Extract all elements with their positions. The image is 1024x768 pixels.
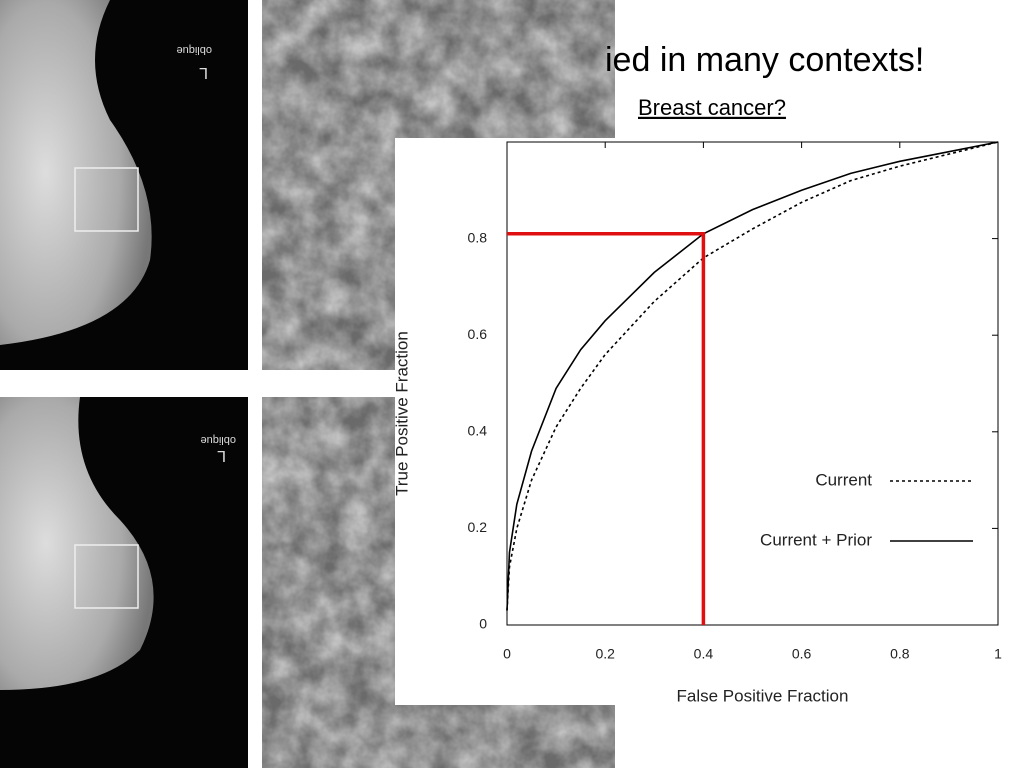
image-text: L [199,64,208,81]
x-tick-label: 0 [503,646,511,662]
y-tick-label: 0.4 [468,423,488,439]
y-tick-label: 0.6 [468,326,488,342]
y-tick-label: 0.8 [468,229,488,245]
x-tick-label: 0.8 [890,646,910,662]
y-tick-label: 0.2 [468,519,488,535]
x-tick-label: 0.6 [792,646,812,662]
legend-label: Current + Prior [760,530,872,549]
chart: 0 0.2 0.4 0.6 0.8 1 0 0.2 0.4 0.6 0.8 False Positiv… [392,141,1002,705]
slide-subtitle: Breast cancer? [638,95,786,120]
image-text: oblique [201,434,236,446]
series-line [506,141,999,611]
x-tick-label: 0.2 [595,646,615,662]
mammogram-top [0,0,248,370]
x-tick-label: 1 [994,646,1002,662]
mammogram-bottom [0,397,248,768]
y-tick-label: 0 [479,616,487,632]
x-axis-label: False Positive Fraction [677,686,849,705]
highlight-line [507,232,706,625]
image-text: oblique [177,44,212,56]
x-tick-label: 0.4 [694,646,714,662]
y-axis-label: True Positive Fraction [392,331,411,496]
series-line [506,141,999,611]
slide-title: ied in many contexts! [605,41,924,79]
image-text: L [217,447,226,464]
legend-label: Current [815,470,872,489]
plot-frame [506,141,999,626]
